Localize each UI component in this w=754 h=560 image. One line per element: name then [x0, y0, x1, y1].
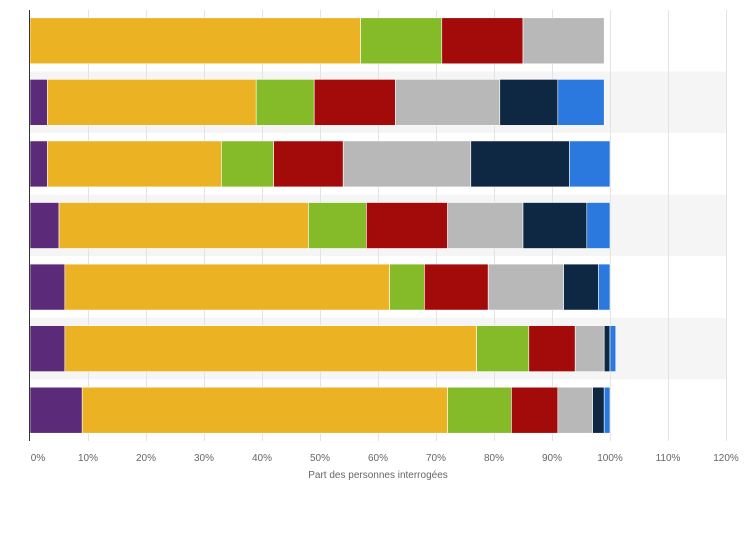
bar-segment-segment-5: [557, 386, 593, 434]
bar-segment-segment-5: [487, 263, 564, 311]
bar-segment-segment-1: [29, 263, 66, 311]
x-tick-label: 20%: [136, 453, 156, 464]
x-axis-label: Part des personnes interrogées: [308, 470, 448, 481]
bar-segment-segment-1: [29, 140, 48, 188]
x-tick-label: 120%: [713, 453, 739, 464]
bar-segment-segment-5: [522, 17, 605, 65]
bar-segment-segment-4: [273, 140, 344, 188]
bar-segment-segment-4: [511, 386, 559, 434]
bar-segment-segment-3: [476, 325, 530, 372]
x-tick-label: 30%: [194, 453, 214, 464]
x-tick-label: 110%: [656, 453, 681, 464]
bar-segment-segment-1: [29, 325, 66, 372]
bar-segment-segment-3: [221, 140, 274, 188]
x-tick-label: 80%: [484, 453, 504, 464]
x-tick-label: 50%: [310, 453, 330, 464]
bar-segment-segment-6: [522, 202, 588, 249]
bar-segment-segment-1: [29, 202, 60, 249]
bar-segment-segment-2: [58, 202, 309, 249]
bar-segment-segment-2: [47, 140, 222, 188]
bar-segment-segment-5: [342, 140, 472, 188]
x-tick-label: 0%: [31, 453, 46, 464]
bar-segment-segment-7: [609, 325, 617, 372]
bar-segment-segment-4: [424, 263, 489, 311]
bar-segment-segment-7: [598, 263, 611, 311]
bar-segment-segment-3: [389, 263, 425, 311]
bar-segment-segment-6: [603, 325, 611, 372]
bar-segment-segment-7: [586, 202, 611, 249]
bar-segment-segment-1: [29, 79, 48, 126]
bar-segment-segment-4: [313, 79, 396, 126]
bar-segment-segment-7: [557, 79, 605, 126]
bar-segment-segment-6: [470, 140, 570, 188]
bar-segment-segment-2: [81, 386, 448, 434]
bar-segment-segment-3: [447, 386, 512, 434]
x-tick-label: 40%: [252, 453, 272, 464]
bar-segment-segment-4: [366, 202, 448, 249]
bar-segment-segment-3: [308, 202, 367, 249]
bars: [29, 17, 617, 434]
x-tick-label: 10%: [78, 453, 98, 464]
bar-segment-segment-6: [563, 263, 599, 311]
bar-segment-segment-4: [528, 325, 576, 372]
bar-segment-segment-2: [64, 263, 390, 311]
bar-segment-segment-7: [569, 140, 611, 188]
x-tick-label: 100%: [597, 453, 623, 464]
bar-segment-segment-2: [64, 325, 477, 372]
x-tick-label: 60%: [368, 453, 388, 464]
bar-segment-segment-5: [447, 202, 524, 249]
bar-segment-segment-6: [499, 79, 559, 126]
bar-segment-segment-4: [441, 17, 524, 65]
bar-segment-segment-1: [29, 386, 83, 434]
bar-segment-segment-2: [29, 17, 361, 65]
x-tick-label: 90%: [542, 453, 562, 464]
bar-segment-segment-7: [603, 386, 611, 434]
bar-segment-segment-3: [255, 79, 315, 126]
bar-segment-segment-6: [592, 386, 605, 434]
bar-segment-segment-3: [360, 17, 443, 65]
x-tick-labels: 0% 10% 20% 30% 40% 50% 60% 70% 80% 90% 100% 110% 120…: [31, 453, 739, 464]
x-tick-label: 70%: [426, 453, 446, 464]
bar-segment-segment-5: [574, 325, 605, 372]
bar-segment-segment-5: [395, 79, 501, 126]
bar-segment-segment-2: [47, 79, 257, 126]
